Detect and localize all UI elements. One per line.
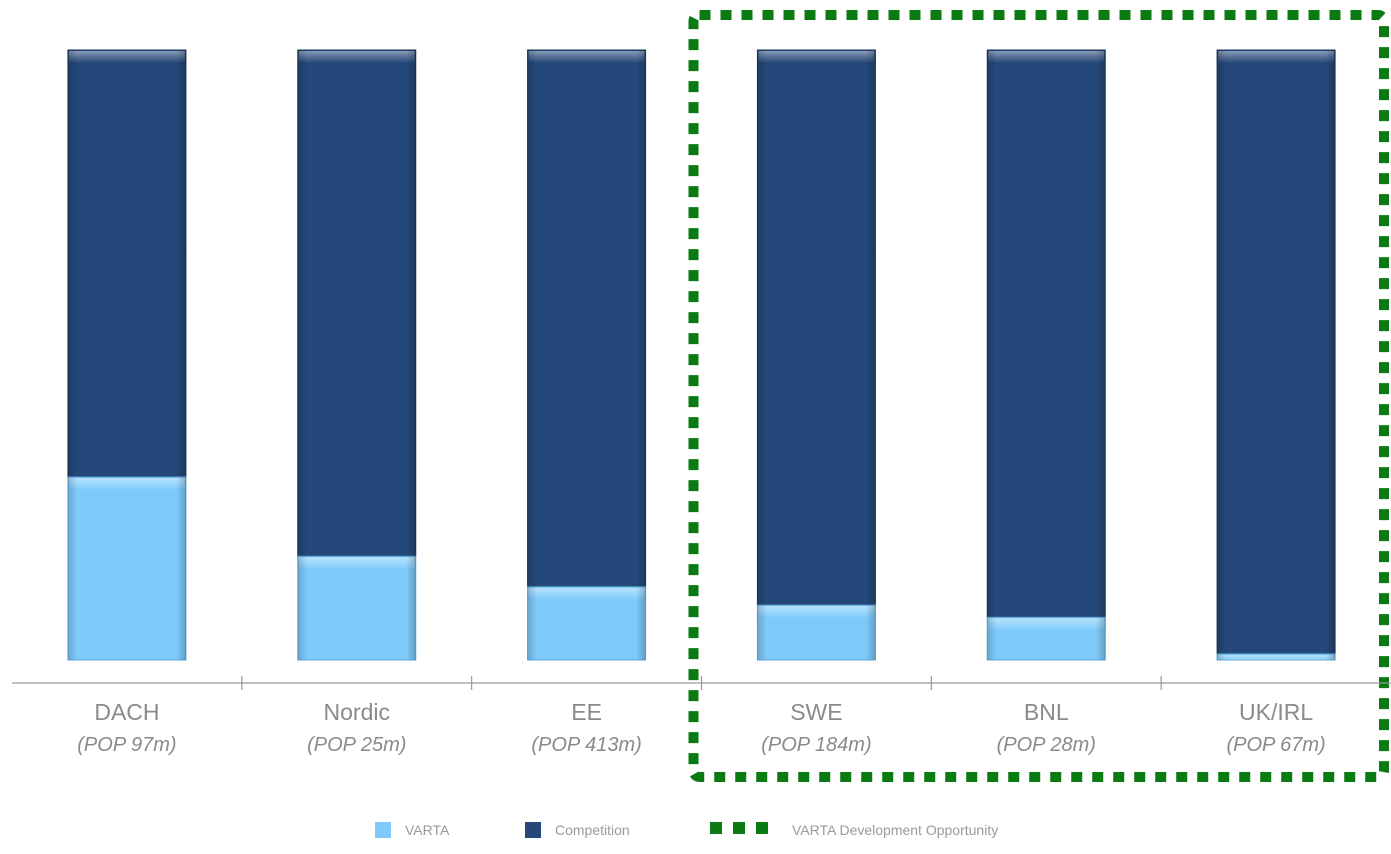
bar-shade-competition-nordic	[297, 50, 416, 557]
bar-shade-varta-swe	[757, 605, 876, 660]
highlight-dashed-box	[688, 10, 1389, 782]
legend-label-varta-development-opportunity: VARTA Development Opportunity	[792, 822, 998, 838]
category-subtitle-swe: (POP 184m)	[761, 734, 871, 756]
x-axis	[12, 676, 1391, 690]
bar-shade-varta-nordic	[297, 556, 416, 660]
category-label-bnl: BNL	[1024, 699, 1069, 725]
bar-shade-competition-swe	[757, 50, 876, 606]
legend-item-varta-development-opportunity: VARTA Development Opportunity	[710, 822, 998, 838]
bar-shade-varta-uk-irl	[1217, 653, 1336, 660]
category-subtitle-bnl: (POP 28m)	[997, 734, 1096, 756]
bar-shade-competition-uk-irl	[1217, 50, 1336, 654]
bar-stack-bnl	[986, 49, 1106, 661]
bar-shade-varta-ee	[527, 586, 646, 660]
category-subtitle-uk-irl: (POP 67m)	[1226, 734, 1325, 756]
bars-layer	[67, 49, 1336, 661]
legend: VARTA Competition VARTA Development Opport…	[375, 822, 998, 838]
legend-item-varta: VARTA	[375, 822, 450, 838]
bar-stack-ee	[527, 49, 647, 661]
legend-label-varta: VARTA	[405, 822, 450, 838]
bar-stack-uk-irl	[1216, 49, 1336, 661]
legend-label-competition: Competition	[555, 822, 630, 838]
legend-swatch-competition	[525, 822, 541, 838]
bar-shade-varta-bnl	[987, 617, 1106, 660]
category-label-uk-irl: UK/IRL	[1239, 699, 1313, 725]
bar-stack-nordic	[297, 49, 417, 661]
category-label-ee: EE	[571, 699, 602, 725]
category-subtitle-ee: (POP 413m)	[531, 734, 641, 756]
bar-shade-competition-bnl	[987, 50, 1106, 618]
highlight-layer	[688, 10, 1389, 782]
category-subtitle-nordic: (POP 25m)	[307, 734, 406, 756]
legend-dash-swatch	[756, 822, 768, 834]
category-label-nordic: Nordic	[324, 699, 390, 725]
category-subtitle-dach: (POP 97m)	[77, 734, 176, 756]
bar-stack-dach	[67, 49, 187, 661]
category-labels: DACH (POP 97m) Nordic (POP 25m) EE (POP 413m)…	[77, 699, 1325, 756]
category-label-dach: DACH	[94, 699, 159, 725]
legend-dash-swatch	[710, 822, 722, 834]
legend-dash-swatch	[733, 822, 745, 834]
bar-stack-swe	[756, 49, 876, 661]
bar-shade-competition-ee	[527, 50, 646, 587]
bar-shade-competition-dach	[67, 50, 186, 477]
bar-shade-varta-dach	[67, 477, 186, 660]
category-label-swe: SWE	[790, 699, 842, 725]
legend-item-competition: Competition	[525, 822, 630, 838]
legend-swatch-varta	[375, 822, 391, 838]
